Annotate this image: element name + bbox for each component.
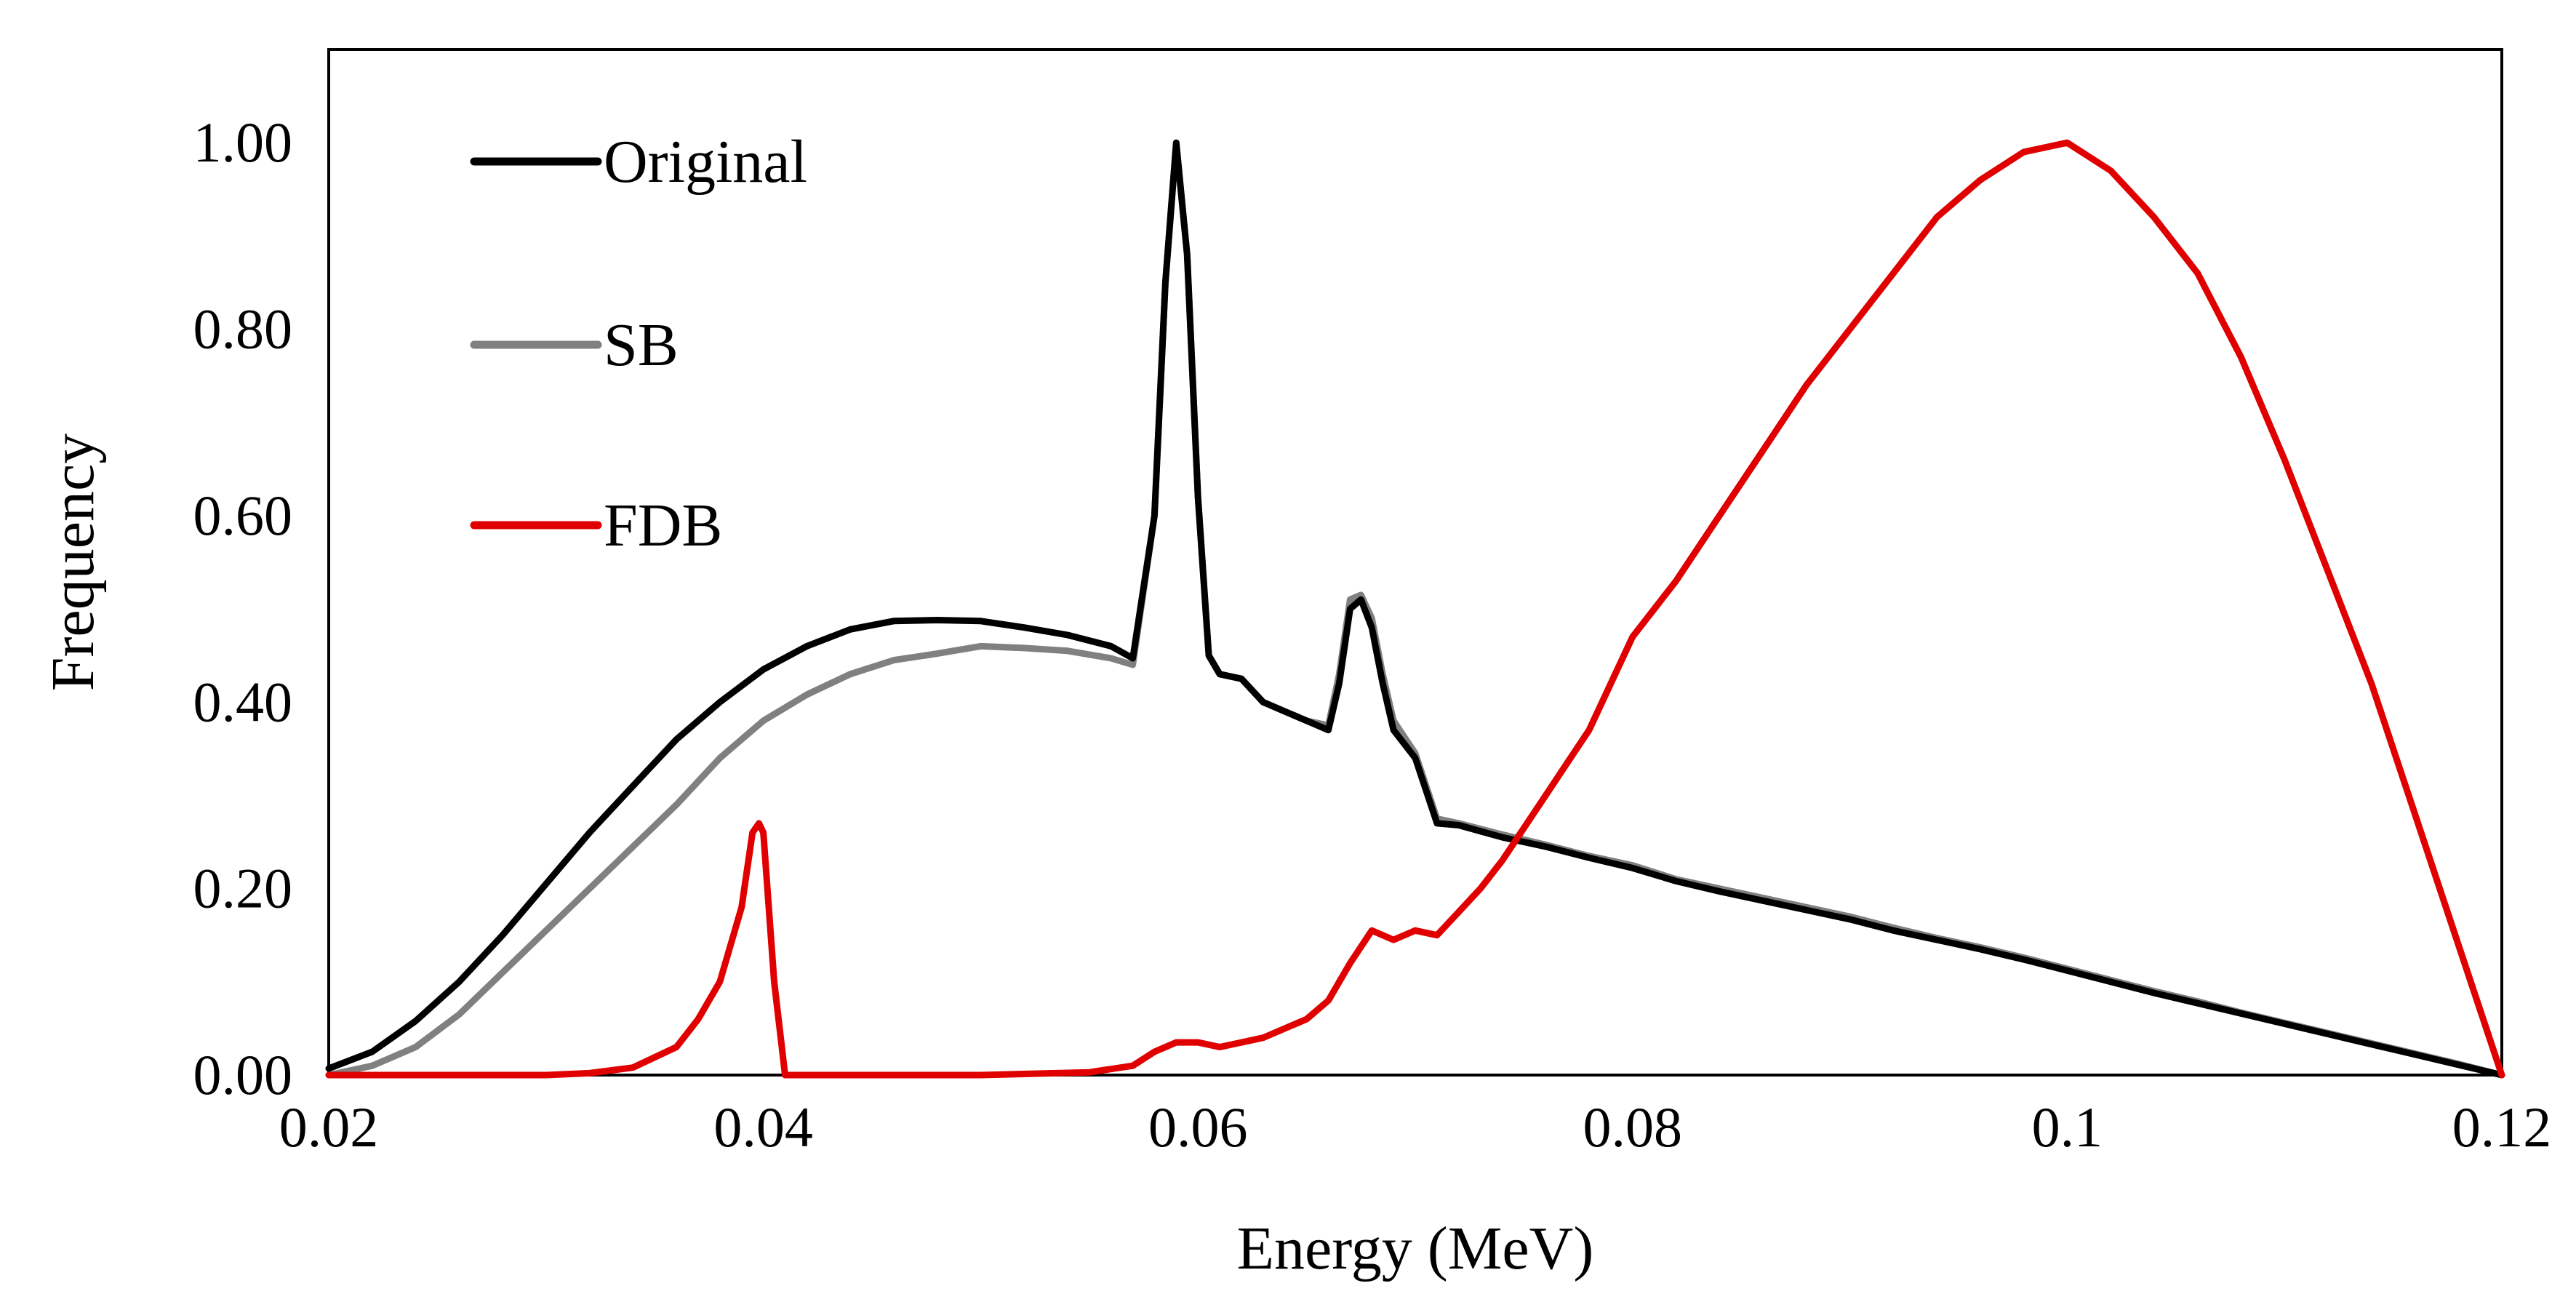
legend: Original SB FDB: [470, 128, 807, 559]
x-tick-label: 0.08: [1583, 1095, 1683, 1159]
y-tick-label: 0.40: [193, 670, 293, 733]
plot-area-frame: [327, 48, 2503, 1077]
y-tick-label: 0.80: [193, 297, 293, 361]
legend-label: Original: [604, 128, 807, 196]
x-tick-label: 0.04: [713, 1095, 813, 1159]
y-tick-label: 0.20: [193, 857, 293, 920]
y-tick-label: 0.60: [193, 484, 293, 547]
legend-label: FDB: [604, 492, 722, 559]
y-tick-label: 1.00: [193, 111, 293, 174]
x-tick-label: 0.12: [2452, 1095, 2552, 1159]
legend-item-original: Original: [470, 128, 807, 196]
series-line-original: [325, 139, 2505, 1079]
y-tick-label: 0.00: [193, 1043, 293, 1106]
x-tick-label: 0.1: [2032, 1095, 2103, 1159]
series-line-fdb: [325, 139, 2505, 1079]
x-axis-title: Energy (MeV): [1237, 1215, 1594, 1282]
series-lines: [325, 139, 2505, 1079]
legend-item-fdb: FDB: [470, 492, 722, 559]
legend-label: SB: [604, 311, 679, 379]
y-axis-ticks: 0.00 0.20 0.40 0.60 0.80 1.00: [193, 111, 293, 1106]
legend-item-sb: SB: [470, 311, 679, 379]
x-tick-label: 0.02: [279, 1095, 379, 1159]
x-tick-label: 0.06: [1148, 1095, 1248, 1159]
y-axis-title: Frequency: [39, 434, 107, 692]
x-axis-ticks: 0.02 0.04 0.06 0.08 0.1 0.12: [279, 1095, 2552, 1159]
